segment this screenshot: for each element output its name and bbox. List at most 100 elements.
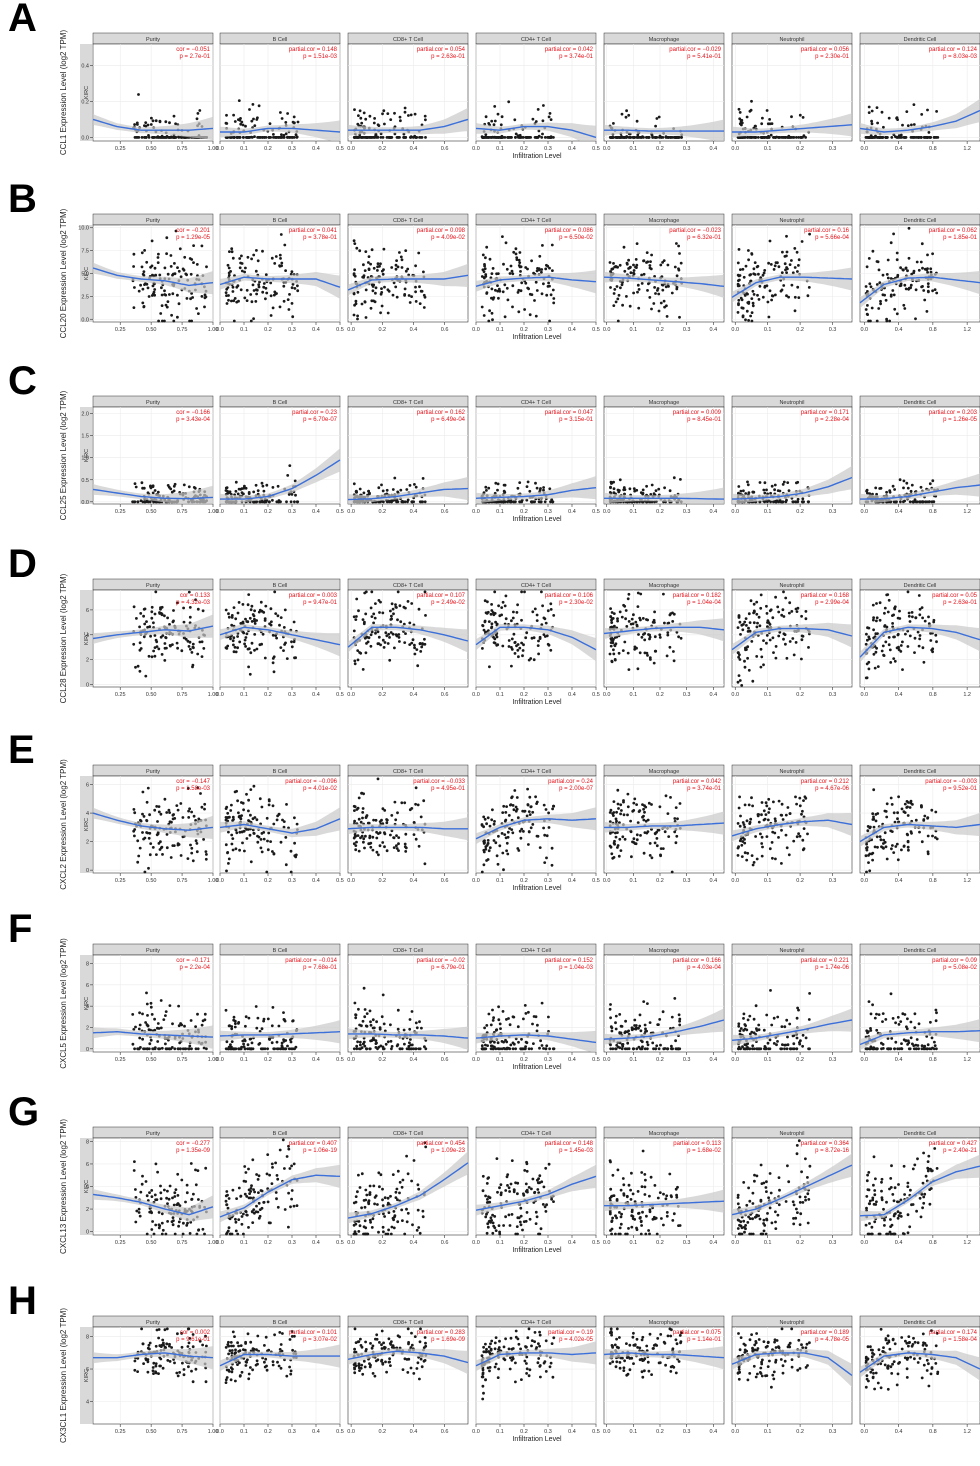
data-point bbox=[152, 846, 155, 849]
data-point bbox=[518, 261, 521, 264]
data-point bbox=[755, 655, 758, 658]
data-point bbox=[931, 289, 934, 292]
data-point bbox=[511, 648, 514, 651]
x-tick-label: 0.5 bbox=[592, 146, 600, 152]
data-point bbox=[379, 831, 382, 834]
data-point bbox=[134, 482, 137, 485]
data-point bbox=[399, 116, 402, 119]
data-point bbox=[545, 622, 548, 625]
data-point bbox=[201, 806, 204, 809]
data-point bbox=[243, 643, 246, 646]
data-point bbox=[423, 294, 426, 297]
data-point bbox=[738, 108, 741, 111]
data-point bbox=[364, 118, 367, 121]
data-point bbox=[260, 601, 263, 604]
data-point bbox=[245, 620, 248, 623]
data-point bbox=[888, 117, 891, 120]
data-point bbox=[280, 616, 283, 619]
y-tick-label: 4 bbox=[86, 633, 89, 639]
data-point bbox=[190, 852, 193, 855]
data-point bbox=[500, 606, 503, 609]
data-point bbox=[272, 136, 275, 139]
data-point bbox=[781, 271, 784, 274]
data-point bbox=[245, 636, 248, 639]
data-point bbox=[141, 302, 144, 305]
data-point bbox=[147, 867, 150, 870]
cancer-label: KIRC bbox=[84, 86, 90, 99]
data-point bbox=[672, 650, 675, 653]
data-point bbox=[738, 275, 741, 278]
stat-pvalue: p = 4.32e-03 bbox=[176, 600, 211, 606]
data-point bbox=[628, 668, 631, 671]
data-point bbox=[404, 111, 407, 114]
data-point bbox=[489, 258, 492, 261]
y-axis-title: CCL28 Expression Level (log2 TPM) bbox=[59, 573, 68, 703]
data-point bbox=[871, 122, 874, 125]
data-point bbox=[623, 641, 626, 644]
data-point bbox=[766, 109, 769, 112]
data-point bbox=[506, 853, 509, 856]
data-point bbox=[290, 500, 293, 503]
data-point bbox=[180, 649, 183, 652]
smooth-line bbox=[604, 498, 724, 499]
data-point bbox=[269, 122, 272, 125]
panel-title: CD8+ T Cell bbox=[393, 769, 423, 775]
panel-title: CD4+ T Cell bbox=[521, 37, 551, 43]
stat-correlation: partial.cor = 0.16 bbox=[804, 228, 850, 234]
data-point bbox=[133, 253, 136, 256]
data-point bbox=[866, 663, 869, 666]
data-point bbox=[173, 485, 176, 488]
data-point bbox=[251, 620, 254, 623]
data-point bbox=[405, 847, 408, 850]
data-point bbox=[750, 109, 753, 112]
data-point bbox=[892, 636, 895, 639]
data-point bbox=[494, 642, 497, 645]
data-point bbox=[363, 136, 366, 139]
data-point bbox=[787, 136, 790, 139]
data-point bbox=[765, 642, 768, 645]
data-point bbox=[518, 481, 521, 484]
data-point bbox=[187, 857, 190, 860]
data-point bbox=[423, 306, 426, 309]
data-point bbox=[363, 592, 366, 595]
data-point bbox=[358, 249, 361, 252]
data-point bbox=[628, 593, 631, 596]
data-point bbox=[237, 493, 240, 496]
data-point bbox=[404, 107, 407, 110]
data-point bbox=[249, 651, 252, 654]
data-point bbox=[383, 286, 386, 289]
data-point bbox=[918, 638, 921, 641]
data-point bbox=[747, 483, 750, 486]
data-point bbox=[871, 110, 874, 113]
data-point bbox=[541, 604, 544, 607]
data-point bbox=[355, 598, 358, 601]
data-point bbox=[482, 816, 485, 819]
panel-title: B Cell bbox=[273, 583, 288, 589]
data-point bbox=[627, 259, 630, 262]
data-point bbox=[375, 286, 378, 289]
x-tick-label: 0.1 bbox=[630, 509, 638, 515]
data-point bbox=[493, 591, 496, 594]
y-tick-label: 2.0 bbox=[81, 412, 89, 418]
data-point bbox=[356, 808, 359, 811]
cancer-label: KIRC bbox=[84, 818, 90, 831]
x-tick-label: 0.0 bbox=[472, 327, 480, 333]
data-point bbox=[501, 811, 504, 814]
panel-title: Purity bbox=[146, 218, 160, 224]
data-point bbox=[172, 814, 175, 817]
x-tick-label: 0.0 bbox=[216, 878, 224, 884]
data-point bbox=[637, 284, 640, 287]
data-point bbox=[782, 591, 785, 594]
data-point bbox=[904, 136, 907, 139]
data-point bbox=[294, 656, 297, 659]
data-point bbox=[739, 621, 742, 624]
data-point bbox=[400, 256, 403, 259]
data-point bbox=[488, 309, 491, 312]
data-point bbox=[247, 810, 250, 813]
x-tick-label: 0.0 bbox=[472, 146, 480, 152]
data-point bbox=[617, 489, 620, 492]
data-point bbox=[225, 870, 228, 873]
x-tick-label: 1.2 bbox=[963, 146, 971, 152]
